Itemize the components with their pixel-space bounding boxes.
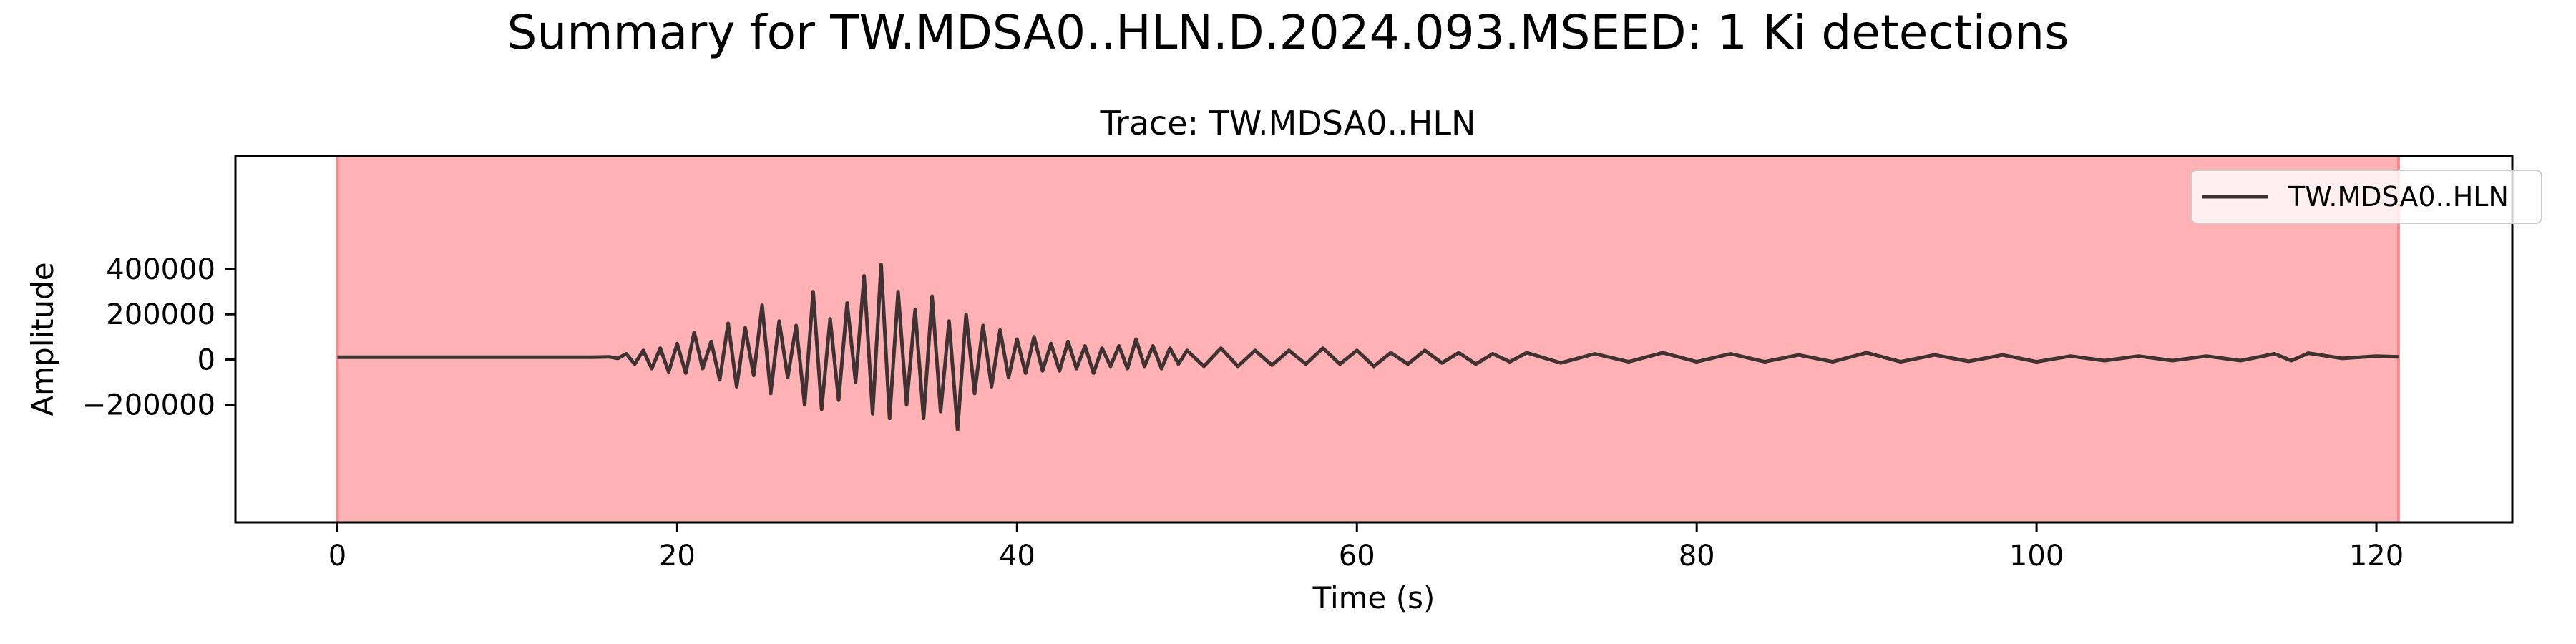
x-tick-label-0: 0 bbox=[328, 540, 346, 572]
y-tick-label-3: 400000 bbox=[106, 253, 215, 286]
figure-suptitle: Summary for TW.MDSA0..HLN.D.2024.093.MSE… bbox=[507, 5, 2069, 60]
legend[interactable]: TW.MDSA0..HLN bbox=[2190, 170, 2542, 224]
detection-layer bbox=[336, 156, 2400, 522]
legend-entry-label: TW.MDSA0..HLN bbox=[2288, 181, 2509, 213]
detection-span-0 bbox=[337, 156, 2399, 522]
trace-layer bbox=[337, 263, 2399, 431]
series-line-trace bbox=[337, 263, 2399, 431]
axes-frame bbox=[234, 155, 2514, 524]
axes-title: Trace: TW.MDSA0..HLN bbox=[1100, 104, 1476, 142]
x-tick-label-2: 40 bbox=[999, 540, 1035, 572]
y-tick-label-2: 200000 bbox=[106, 298, 215, 331]
x-tick-label-6: 120 bbox=[2349, 540, 2404, 572]
x-tick-label-3: 60 bbox=[1339, 540, 1375, 572]
x-tick-label-5: 100 bbox=[2009, 540, 2064, 572]
y-axis: −200000 0 200000 400000 bbox=[82, 253, 235, 422]
legend-box bbox=[2190, 170, 2542, 224]
y-tick-label-1: 0 bbox=[197, 343, 215, 376]
x-axis: 0 20 40 60 80 100 120 bbox=[328, 522, 2404, 572]
y-axis-label: Amplitude bbox=[25, 262, 60, 416]
x-axis-label: Time (s) bbox=[1312, 580, 1435, 615]
y-tick-label-0: −200000 bbox=[82, 389, 215, 422]
x-tick-label-4: 80 bbox=[1679, 540, 1715, 572]
x-tick-label-1: 20 bbox=[659, 540, 696, 572]
